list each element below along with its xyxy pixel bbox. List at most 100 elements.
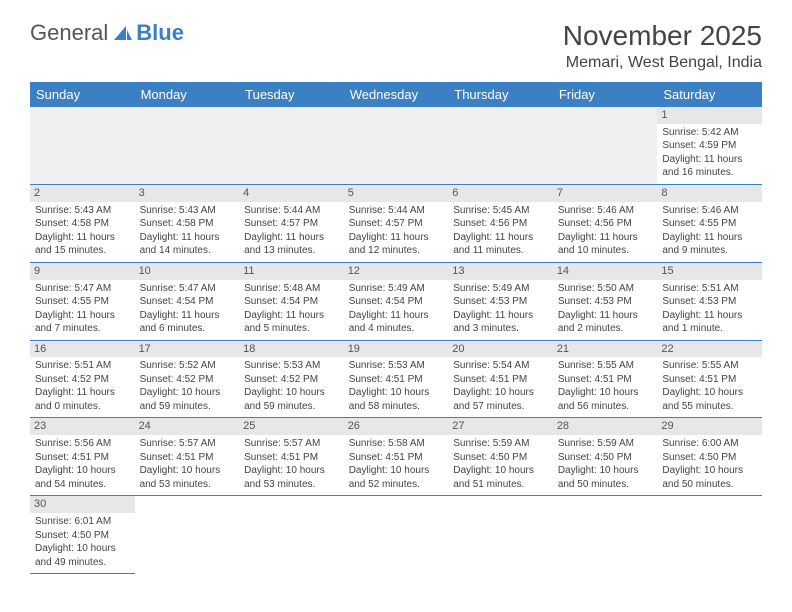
sunrise-text: Sunrise: 5:54 AM — [453, 359, 548, 373]
daylight-text: Daylight: 10 hours and 53 minutes. — [244, 464, 339, 491]
sunrise-text: Sunrise: 5:51 AM — [662, 282, 757, 296]
sunrise-text: Sunrise: 5:52 AM — [140, 359, 235, 373]
calendar-cell: 28Sunrise: 5:59 AMSunset: 4:50 PMDayligh… — [553, 418, 658, 496]
day-header: Saturday — [657, 82, 762, 107]
sunrise-text: Sunrise: 5:43 AM — [140, 204, 235, 218]
day-header: Thursday — [448, 82, 553, 107]
day-number: 18 — [239, 341, 344, 358]
calendar-cell: 11Sunrise: 5:48 AMSunset: 4:54 PMDayligh… — [239, 262, 344, 340]
calendar-cell: 24Sunrise: 5:57 AMSunset: 4:51 PMDayligh… — [135, 418, 240, 496]
sunrise-text: Sunrise: 5:50 AM — [558, 282, 653, 296]
sunset-text: Sunset: 4:54 PM — [140, 295, 235, 309]
calendar-cell: 21Sunrise: 5:55 AMSunset: 4:51 PMDayligh… — [553, 340, 658, 418]
daylight-text: Daylight: 10 hours and 59 minutes. — [244, 386, 339, 413]
sunrise-text: Sunrise: 5:53 AM — [349, 359, 444, 373]
brand-part1: General — [30, 20, 108, 46]
calendar-cell — [553, 496, 658, 574]
calendar-cell: 16Sunrise: 5:51 AMSunset: 4:52 PMDayligh… — [30, 340, 135, 418]
sunrise-text: Sunrise: 6:01 AM — [35, 515, 130, 529]
calendar-cell: 8Sunrise: 5:46 AMSunset: 4:55 PMDaylight… — [657, 184, 762, 262]
sunrise-text: Sunrise: 5:53 AM — [244, 359, 339, 373]
calendar-cell — [344, 107, 449, 184]
day-number: 23 — [30, 418, 135, 435]
calendar-cell: 17Sunrise: 5:52 AMSunset: 4:52 PMDayligh… — [135, 340, 240, 418]
calendar-cell: 10Sunrise: 5:47 AMSunset: 4:54 PMDayligh… — [135, 262, 240, 340]
sunset-text: Sunset: 4:56 PM — [453, 217, 548, 231]
day-number: 6 — [448, 185, 553, 202]
sunset-text: Sunset: 4:53 PM — [558, 295, 653, 309]
sunset-text: Sunset: 4:50 PM — [453, 451, 548, 465]
daylight-text: Daylight: 11 hours and 15 minutes. — [35, 231, 130, 258]
day-number: 9 — [30, 263, 135, 280]
sunrise-text: Sunrise: 5:57 AM — [244, 437, 339, 451]
daylight-text: Daylight: 11 hours and 9 minutes. — [662, 231, 757, 258]
calendar-cell: 26Sunrise: 5:58 AMSunset: 4:51 PMDayligh… — [344, 418, 449, 496]
month-title: November 2025 — [563, 20, 762, 52]
day-number: 14 — [553, 263, 658, 280]
calendar-cell: 25Sunrise: 5:57 AMSunset: 4:51 PMDayligh… — [239, 418, 344, 496]
day-number: 10 — [135, 263, 240, 280]
day-number: 22 — [657, 341, 762, 358]
sunrise-text: Sunrise: 5:59 AM — [453, 437, 548, 451]
day-number: 19 — [344, 341, 449, 358]
calendar-cell — [448, 496, 553, 574]
day-number: 20 — [448, 341, 553, 358]
sunrise-text: Sunrise: 5:47 AM — [35, 282, 130, 296]
sunrise-text: Sunrise: 5:48 AM — [244, 282, 339, 296]
daylight-text: Daylight: 10 hours and 52 minutes. — [349, 464, 444, 491]
location-label: Memari, West Bengal, India — [563, 54, 762, 72]
daylight-text: Daylight: 11 hours and 16 minutes. — [662, 153, 757, 180]
day-number: 5 — [344, 185, 449, 202]
calendar-week: 2Sunrise: 5:43 AMSunset: 4:58 PMDaylight… — [30, 184, 762, 262]
calendar-cell — [135, 107, 240, 184]
sunrise-text: Sunrise: 5:58 AM — [349, 437, 444, 451]
calendar-cell: 18Sunrise: 5:53 AMSunset: 4:52 PMDayligh… — [239, 340, 344, 418]
daylight-text: Daylight: 10 hours and 56 minutes. — [558, 386, 653, 413]
day-number: 3 — [135, 185, 240, 202]
day-number: 30 — [30, 496, 135, 513]
sunrise-text: Sunrise: 5:55 AM — [558, 359, 653, 373]
day-number: 21 — [553, 341, 658, 358]
calendar-cell — [30, 107, 135, 184]
sunrise-text: Sunrise: 5:47 AM — [140, 282, 235, 296]
calendar-cell — [553, 107, 658, 184]
sunset-text: Sunset: 4:51 PM — [349, 373, 444, 387]
sunset-text: Sunset: 4:51 PM — [453, 373, 548, 387]
sunrise-text: Sunrise: 5:59 AM — [558, 437, 653, 451]
daylight-text: Daylight: 10 hours and 58 minutes. — [349, 386, 444, 413]
sunrise-text: Sunrise: 5:57 AM — [140, 437, 235, 451]
calendar-cell — [239, 496, 344, 574]
calendar-cell: 6Sunrise: 5:45 AMSunset: 4:56 PMDaylight… — [448, 184, 553, 262]
day-number: 24 — [135, 418, 240, 435]
day-number: 16 — [30, 341, 135, 358]
calendar-cell: 4Sunrise: 5:44 AMSunset: 4:57 PMDaylight… — [239, 184, 344, 262]
day-header-row: SundayMondayTuesdayWednesdayThursdayFrid… — [30, 82, 762, 107]
sunset-text: Sunset: 4:59 PM — [662, 139, 757, 153]
daylight-text: Daylight: 10 hours and 50 minutes. — [662, 464, 757, 491]
calendar-cell: 23Sunrise: 5:56 AMSunset: 4:51 PMDayligh… — [30, 418, 135, 496]
day-header: Friday — [553, 82, 658, 107]
day-number: 17 — [135, 341, 240, 358]
day-number: 29 — [657, 418, 762, 435]
sunset-text: Sunset: 4:51 PM — [140, 451, 235, 465]
calendar-cell — [135, 496, 240, 574]
sunrise-text: Sunrise: 6:00 AM — [662, 437, 757, 451]
daylight-text: Daylight: 11 hours and 1 minute. — [662, 309, 757, 336]
day-header: Monday — [135, 82, 240, 107]
daylight-text: Daylight: 10 hours and 54 minutes. — [35, 464, 130, 491]
day-number: 8 — [657, 185, 762, 202]
day-number: 26 — [344, 418, 449, 435]
day-number: 7 — [553, 185, 658, 202]
calendar-table: SundayMondayTuesdayWednesdayThursdayFrid… — [30, 82, 762, 574]
sunrise-text: Sunrise: 5:55 AM — [662, 359, 757, 373]
sunrise-text: Sunrise: 5:44 AM — [349, 204, 444, 218]
sunset-text: Sunset: 4:51 PM — [244, 451, 339, 465]
sunset-text: Sunset: 4:53 PM — [453, 295, 548, 309]
daylight-text: Daylight: 10 hours and 51 minutes. — [453, 464, 548, 491]
day-number: 1 — [657, 107, 762, 124]
sunrise-text: Sunrise: 5:46 AM — [558, 204, 653, 218]
sunset-text: Sunset: 4:52 PM — [244, 373, 339, 387]
sunset-text: Sunset: 4:54 PM — [244, 295, 339, 309]
calendar-cell: 29Sunrise: 6:00 AMSunset: 4:50 PMDayligh… — [657, 418, 762, 496]
calendar-cell: 20Sunrise: 5:54 AMSunset: 4:51 PMDayligh… — [448, 340, 553, 418]
